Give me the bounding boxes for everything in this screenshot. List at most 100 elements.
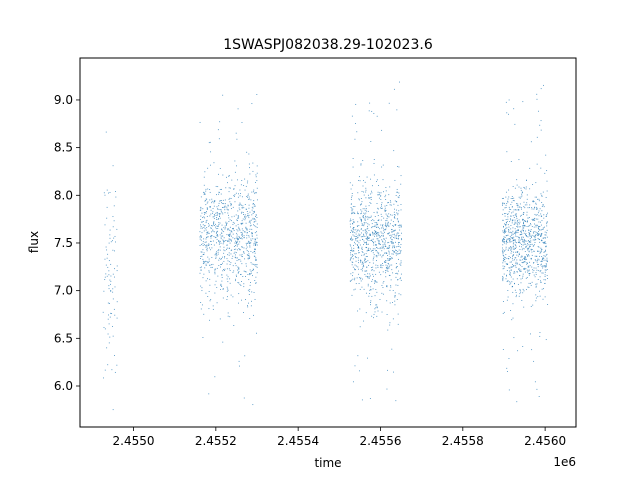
data-point: [506, 203, 508, 204]
data-point: [504, 238, 505, 240]
data-point: [521, 256, 523, 258]
data-point: [243, 185, 245, 187]
data-point: [545, 250, 547, 252]
data-point: [510, 237, 512, 239]
data-point: [386, 270, 388, 272]
data-point: [388, 213, 390, 215]
data-point: [382, 179, 384, 181]
data-point: [520, 282, 522, 284]
data-point: [512, 256, 514, 258]
data-point: [400, 244, 402, 245]
data-point: [199, 267, 201, 269]
data-point: [397, 214, 399, 216]
data-point: [206, 208, 208, 210]
data-point: [511, 281, 513, 283]
data-point: [519, 275, 521, 276]
data-point: [517, 350, 519, 352]
data-point: [367, 357, 368, 359]
data-point: [200, 256, 202, 257]
data-point: [234, 242, 236, 244]
data-point: [358, 283, 360, 284]
data-point: [396, 188, 398, 190]
data-point: [508, 232, 510, 234]
data-point: [397, 273, 399, 275]
chart-title: 1SWASPJ082038.29-102023.6: [223, 37, 433, 53]
data-point: [357, 213, 359, 215]
data-point: [235, 237, 237, 239]
data-point: [398, 221, 399, 223]
data-point: [208, 270, 210, 272]
data-point: [528, 270, 530, 272]
data-point: [397, 253, 399, 255]
data-point: [235, 280, 236, 282]
data-point: [382, 240, 383, 242]
data-point: [116, 301, 118, 303]
data-point: [519, 226, 521, 228]
data-point: [543, 206, 545, 208]
data-point: [541, 261, 543, 262]
data-point: [220, 264, 222, 265]
data-point: [377, 240, 379, 241]
data-point: [352, 208, 354, 210]
data-point: [390, 279, 392, 281]
data-point: [380, 231, 382, 233]
data-point: [226, 247, 228, 249]
data-point: [227, 182, 228, 184]
data-point: [210, 299, 212, 300]
data-point: [371, 239, 373, 241]
data-point: [518, 237, 520, 238]
data-point: [207, 262, 209, 264]
data-point: [373, 159, 375, 160]
data-point: [245, 271, 247, 273]
data-point: [228, 268, 230, 270]
data-point: [231, 203, 232, 205]
data-point: [394, 295, 396, 296]
data-point: [376, 211, 378, 213]
data-point: [512, 251, 514, 253]
data-point: [206, 227, 208, 229]
data-point: [358, 213, 359, 215]
data-point: [369, 197, 371, 199]
data-point: [247, 198, 249, 200]
data-point: [387, 242, 389, 244]
data-point: [212, 211, 214, 213]
data-point: [248, 207, 250, 209]
data-point: [396, 233, 398, 235]
data-point: [222, 288, 224, 290]
data-point: [537, 296, 539, 298]
data-point: [359, 217, 361, 219]
data-point: [535, 224, 537, 226]
data-point: [367, 276, 369, 278]
data-point: [358, 252, 360, 254]
data-point: [362, 248, 363, 250]
data-point: [224, 268, 226, 270]
data-point: [351, 239, 353, 241]
data-point: [218, 191, 220, 193]
data-point: [393, 203, 395, 205]
data-point: [368, 295, 370, 297]
data-point: [507, 263, 509, 265]
data-point: [527, 271, 529, 273]
data-point: [521, 243, 522, 245]
y-tick-label: 7.0: [54, 284, 73, 298]
data-point: [374, 230, 376, 232]
data-point: [386, 268, 388, 270]
data-point: [539, 208, 541, 210]
data-point: [365, 312, 367, 314]
data-point: [254, 239, 256, 241]
data-point: [541, 256, 543, 257]
data-point: [509, 238, 511, 240]
data-point: [530, 224, 532, 226]
data-point: [534, 239, 536, 241]
data-point: [248, 236, 250, 238]
data-point: [241, 122, 243, 123]
data-point: [515, 213, 517, 215]
data-point: [365, 216, 367, 218]
data-point: [253, 242, 255, 244]
data-point: [531, 218, 533, 220]
data-point: [234, 238, 236, 240]
data-point: [358, 262, 359, 264]
data-point: [225, 187, 227, 189]
data-point: [386, 300, 388, 302]
data-point: [535, 235, 537, 237]
